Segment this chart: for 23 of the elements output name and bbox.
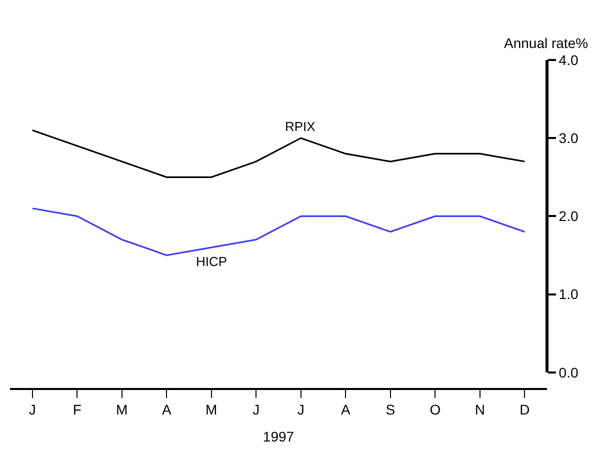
y-tick-label: 2.0	[558, 208, 578, 224]
x-tick-label: D	[520, 402, 530, 418]
line-series	[32, 208, 526, 256]
x-tick-label: J	[297, 402, 304, 418]
line-series	[32, 129, 526, 178]
x-tick-label: F	[72, 402, 82, 418]
y-tick-label: 0.0	[558, 364, 578, 380]
series-label: RPIX	[285, 119, 316, 134]
x-tick-label: O	[430, 402, 441, 418]
x-tick-label: M	[116, 402, 128, 418]
x-tick-label: M	[206, 402, 218, 418]
x-axis-title: 1997	[262, 428, 294, 444]
x-tick-label: S	[386, 402, 396, 418]
x-tick-label: J	[28, 402, 36, 418]
y-tick-label: 1.0	[558, 286, 578, 302]
y-tick-label: 3.0	[558, 130, 578, 146]
x-tick-label: J	[252, 402, 260, 418]
x-tick-label: A	[162, 402, 172, 418]
y-tick-label: 4.0	[558, 52, 578, 68]
series-label: HICP	[196, 254, 228, 269]
x-tick-label: N	[474, 402, 485, 418]
y-axis-title: Annual rate%	[504, 35, 588, 51]
x-tick-label: A	[340, 402, 351, 418]
